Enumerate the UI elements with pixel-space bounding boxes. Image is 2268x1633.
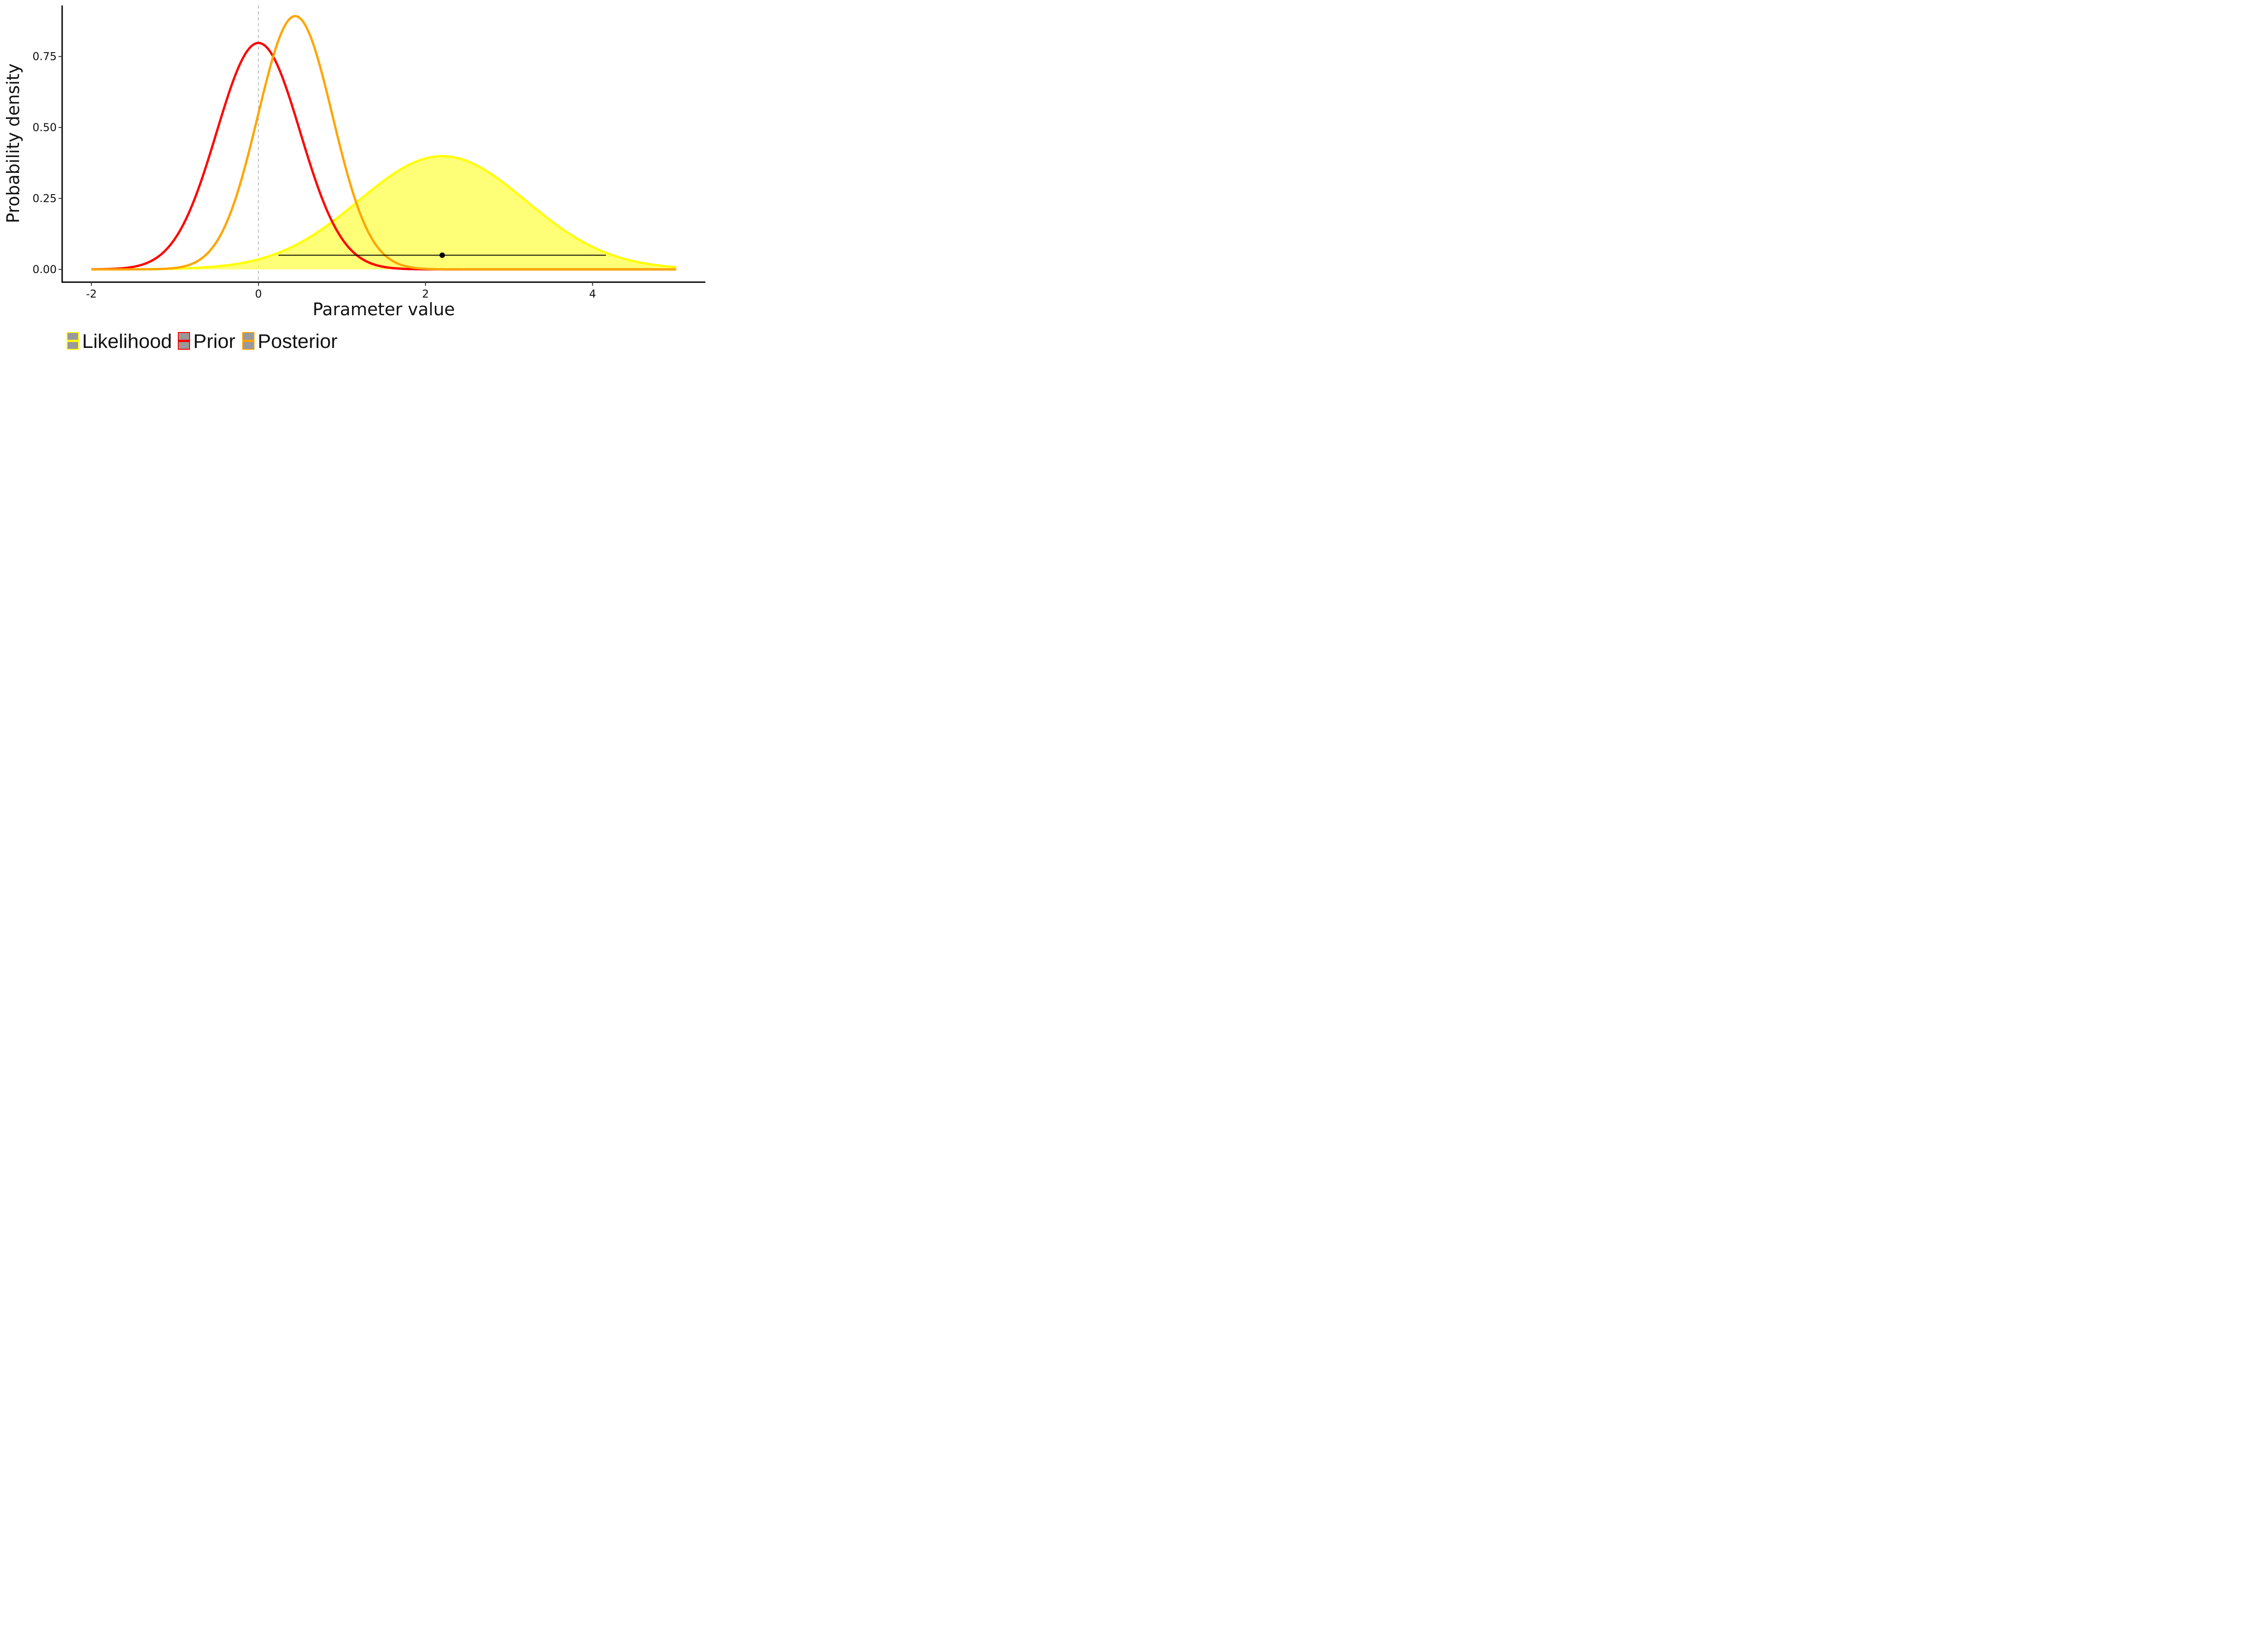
legend-label: Prior [193, 330, 235, 352]
interval-point [439, 252, 445, 258]
y-axis-title: Probability density [3, 64, 23, 223]
x-tick-label: 0 [255, 288, 262, 300]
y-tick-label: 0.50 [33, 121, 57, 134]
posterior-line [91, 15, 676, 271]
y-ticks: 0.00 0.25 0.50 0.75 [33, 50, 62, 276]
legend-item-posterior: Posterior [242, 330, 337, 352]
x-tick-label: -2 [86, 288, 97, 300]
legend-item-prior: Prior [178, 330, 235, 352]
y-tick-label: 0.00 [33, 263, 57, 276]
x-axis-title: Parameter value [313, 299, 455, 319]
x-tick-label: 2 [422, 288, 429, 300]
legend: Likelihood Prior Posterior [67, 330, 337, 352]
legend-label: Likelihood [82, 330, 172, 352]
y-tick-label: 0.75 [33, 50, 57, 63]
x-ticks: -2 0 2 4 [86, 282, 596, 300]
fill-layer [91, 156, 676, 269]
likelihood-fill [91, 156, 676, 269]
interval-layer [278, 252, 606, 258]
y-tick-label: 0.25 [33, 192, 57, 205]
legend-item-likelihood: Likelihood [67, 330, 172, 352]
density-chart: -2 0 2 4 0.00 0.25 0.50 0.75 Parameter value P… [3, 5, 705, 352]
chart-root: -2 0 2 4 0.00 0.25 0.50 0.75 Parameter value P… [0, 0, 711, 356]
legend-label: Posterior [258, 330, 337, 352]
series-layer [91, 15, 676, 271]
likelihood-line [91, 155, 676, 271]
x-tick-label: 4 [589, 288, 596, 300]
axes-layer [61, 5, 705, 283]
